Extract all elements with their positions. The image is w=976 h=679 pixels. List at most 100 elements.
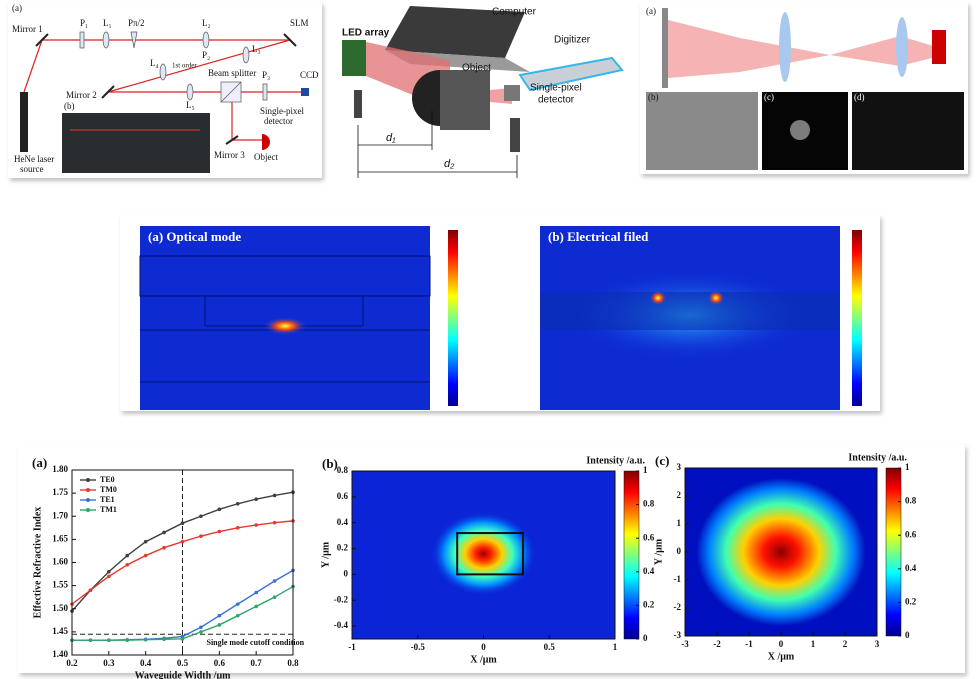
inset-object [790,120,810,140]
label: Object [462,63,491,74]
colorbar-tick-label: 1 [905,462,910,472]
y-tick-label: 1.75 [52,487,68,497]
colorbar-tick-label: 0 [905,630,910,640]
y-tick-label: -0.4 [334,620,349,630]
legend-label: TE0 [100,475,115,484]
colorbar [852,230,862,406]
y-tick-label: 1.45 [52,626,68,636]
legend-label: TM0 [100,485,117,494]
colorbar-tick-label: 1 [643,465,648,475]
label: Mirror 3 [214,150,245,160]
label: (c) [764,92,774,102]
y-tick-label: -2 [674,602,682,612]
digitizer [518,56,624,92]
point [125,553,130,558]
point [272,579,277,583]
setup-panel: (a) Mirror 1 P₁ L₁ Pπ/2 L₂ SLM L₃ P₂ 1st… [8,2,322,178]
label: source [20,164,44,174]
x-axis-label: X /μm [768,651,795,662]
structure [139,255,431,383]
point [180,521,185,525]
point [107,638,111,642]
legend-marker [86,478,90,482]
point [143,637,148,642]
y-tick-label: -0.2 [334,594,349,604]
y-tick-label: 0 [344,568,349,578]
inset-b [646,92,758,170]
point [162,637,166,642]
point [254,523,258,527]
point [272,493,277,498]
colorbar-tick-label: 0.8 [643,499,655,509]
label: Beam splitter [208,68,256,78]
y-tick-label: -3 [674,630,682,640]
hot-spot [707,290,725,306]
colorbar-tick-label: 0.2 [643,599,655,609]
x-tick-label: 0.5 [177,658,189,668]
point [107,569,111,574]
post [510,118,520,152]
label: (a) [646,6,656,16]
lens [779,12,791,82]
y-tick-label: 3 [677,462,682,472]
x-tick-label: 2 [843,639,848,649]
y-tick-label: 0.2 [337,543,349,553]
point [235,501,240,506]
label: LED array [342,28,390,39]
mode-panel: (a) Optical mode (b) Electrical filed [120,215,880,411]
lenses [79,31,268,103]
lens [896,17,908,77]
label: HeNe laser [14,154,54,164]
imaging-panel: LED array Computer Digitizer Object Sing… [342,6,624,178]
label: P₁ [80,18,88,28]
photo [62,113,210,173]
x-tick-label: 0 [779,639,784,649]
label: (a) [12,3,22,13]
setup-labels: (a) Mirror 1 P₁ L₁ Pπ/2 L₂ SLM L₃ P₂ 1st… [12,3,319,174]
point [143,553,148,558]
label: d₂ [444,158,455,170]
wall [662,8,668,88]
structure [540,292,840,330]
point [125,563,130,567]
label: (b) [648,92,659,102]
point [272,520,277,525]
x-tick-label: -1 [745,639,753,649]
inset-d [852,92,964,170]
panel-label: (a) [32,455,47,470]
y-tick-label: 1.70 [52,510,68,520]
label: Mirror 1 [12,24,43,34]
point [217,623,222,627]
detector-icon [262,134,270,150]
y-tick-label: 1.65 [52,533,68,543]
y-tick-label: 0.8 [337,465,349,475]
y-axis-label: Effective Refractive Index [32,507,43,619]
label: (b) [64,101,75,111]
y-tick-label: 0.4 [337,517,349,527]
label: P₃ [262,70,270,80]
x-tick-label: -3 [681,639,689,649]
label: Single-pixel [530,83,582,94]
y-tick-label: 0.6 [337,491,349,501]
label: Object [254,152,278,162]
point [254,604,258,609]
panel-title: (b) Electrical filed [548,229,649,244]
annotation: Single mode cutoff condition [207,638,305,647]
colorbar-tick-label: 0.4 [905,563,917,573]
label: Digitizer [554,35,591,46]
hot-spot [649,290,667,306]
laser [20,92,28,152]
panel-label: (c) [655,453,669,468]
colorbar [885,467,902,637]
point [199,630,203,634]
point [143,539,148,544]
label: Pπ/2 [128,18,145,28]
panel-title: (a) Optical mode [148,229,241,244]
label: d₁ [386,132,396,144]
label: detector [538,95,575,106]
x-tick-label: 0.5 [544,642,556,652]
label: L₂ [202,18,211,28]
label: L₁ [103,18,112,28]
colorbar-tick-label: 0.4 [643,566,655,576]
point [88,638,93,642]
